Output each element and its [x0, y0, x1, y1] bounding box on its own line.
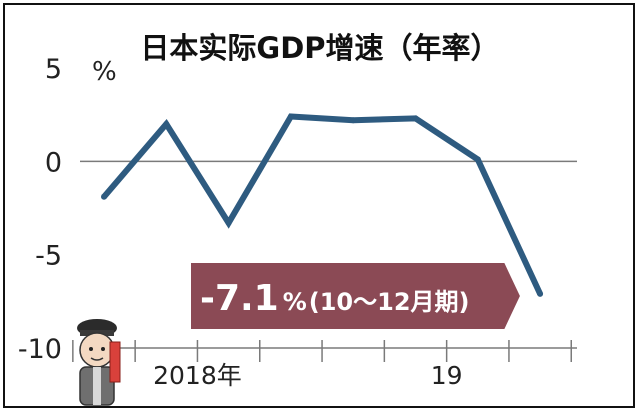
series-line [101, 113, 543, 296]
mascot-figure [77, 319, 121, 406]
y-tick-label: -10 [18, 334, 62, 365]
unit-label: % [92, 57, 117, 87]
data-point [225, 219, 232, 226]
y-tick-label: 5 [45, 54, 62, 85]
x-tick-labels: 2018年 19 [153, 361, 462, 390]
y-tick-labels: 5 0 -5 -10 [18, 54, 62, 365]
annotation-callout: -7.1 %(10～12月期) [189, 261, 523, 331]
y-tick-label: 0 [45, 147, 62, 178]
data-point [287, 113, 294, 120]
callout-background [189, 261, 523, 331]
series-points [101, 113, 544, 297]
callout-text: -7.1 %(10～12月期) [200, 278, 470, 319]
x-tick-label: 2018年 [153, 361, 242, 390]
data-point [101, 193, 107, 200]
y-tick-label: -5 [35, 241, 62, 272]
callout-value: -7.1 [200, 278, 279, 319]
x-tick-label: 19 [431, 361, 463, 390]
chart-title: 日本实际GDP增速（年率） [140, 31, 499, 65]
data-point [474, 156, 481, 163]
data-point [350, 117, 357, 124]
callout-unit: % [283, 288, 307, 316]
data-point [412, 115, 419, 122]
data-point [537, 290, 544, 297]
data-point [163, 121, 170, 127]
x-ticks [72, 340, 572, 362]
callout-period: (10～12月期) [309, 288, 470, 316]
